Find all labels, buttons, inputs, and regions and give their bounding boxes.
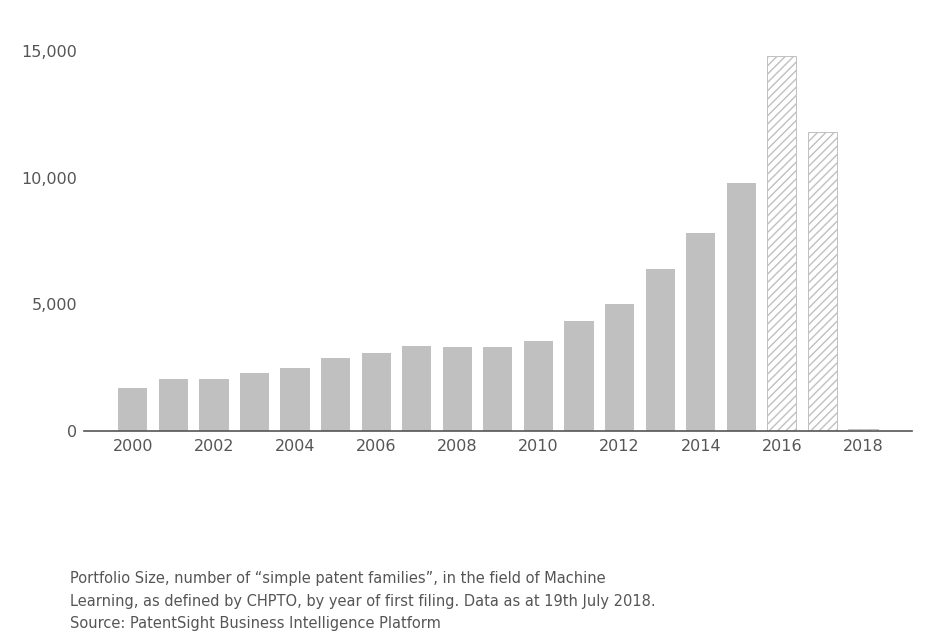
Bar [848,429,878,431]
Bar [321,358,351,431]
Text: Portfolio Size, number of “simple patent families”, in the field of Machine
Lear: Portfolio Size, number of “simple patent… [70,571,655,631]
Bar [483,347,512,431]
Bar [686,233,715,431]
Bar [605,304,634,431]
Bar [118,388,148,431]
Bar [645,269,675,431]
Bar [524,341,553,431]
Bar [280,368,309,431]
Bar [565,321,594,431]
Bar [726,183,755,431]
Bar [199,379,228,431]
Bar [362,353,391,431]
Bar [402,346,431,431]
Bar [442,347,472,431]
Bar [159,379,188,431]
Bar [768,56,797,431]
Bar [240,373,269,431]
Bar [808,132,837,431]
